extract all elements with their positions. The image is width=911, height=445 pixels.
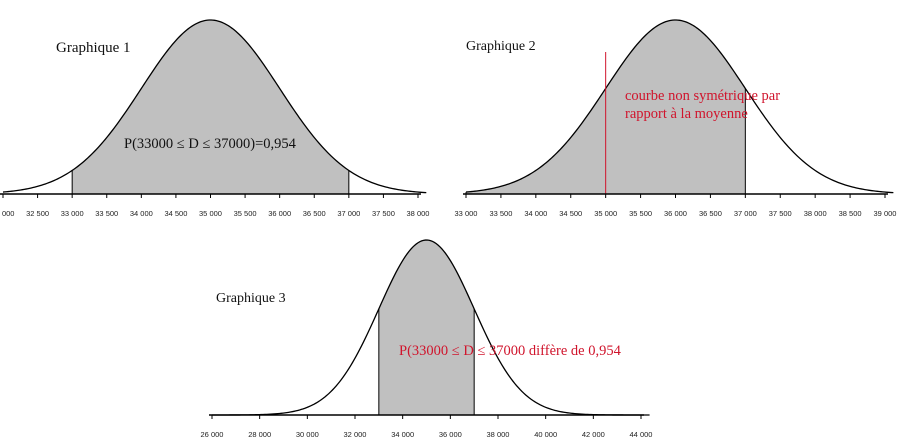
x-tick-label: 37 000 bbox=[337, 209, 360, 218]
x-tick-label: 37 500 bbox=[372, 209, 395, 218]
x-tick-label: 35 000 bbox=[594, 209, 617, 218]
chart-title: Graphique 1 bbox=[56, 40, 131, 56]
x-tick-label: 30 000 bbox=[296, 430, 319, 439]
x-tick-label: 38 000 bbox=[407, 209, 430, 218]
x-tick-label: 35 500 bbox=[629, 209, 652, 218]
x-axis-ticks: 26 000 28 000 30 000 32 000 34 000 36 000 38 0… bbox=[201, 415, 653, 439]
asymmetry-annotation-line-2: rapport à la moyenne bbox=[625, 106, 748, 122]
x-tick-label: 35 500 bbox=[234, 209, 257, 218]
x-tick-label: 39 000 bbox=[874, 209, 897, 218]
chart-title: Graphique 3 bbox=[216, 291, 286, 306]
x-tick-label: 34 000 bbox=[524, 209, 547, 218]
x-tick-label: 34 000 bbox=[130, 209, 153, 218]
x-tick-label: 34 500 bbox=[164, 209, 187, 218]
density-curve bbox=[2, 19, 427, 194]
chart-graphique-3: 26 000 28 000 30 000 32 000 34 000 36 000 38 0… bbox=[201, 239, 653, 439]
chart-title: Graphique 2 bbox=[466, 39, 536, 54]
x-tick-label: 36 000 bbox=[268, 209, 291, 218]
x-tick-label: 38 000 bbox=[804, 209, 827, 218]
x-tick-label: 34 000 bbox=[391, 430, 414, 439]
chart-graphique-1: 32 000 32 500 33 000 33 500 34 000 34 500 35 0… bbox=[0, 19, 429, 218]
x-tick-label: 36 000 bbox=[664, 209, 687, 218]
x-tick-label: 40 000 bbox=[534, 430, 557, 439]
x-tick-label: 37 000 bbox=[734, 209, 757, 218]
x-tick-label: 32 000 bbox=[344, 430, 367, 439]
probability-annotation: P(33000 ≤ D ≤ 37000)=0,954 bbox=[124, 136, 297, 152]
x-tick-label: 33 000 bbox=[455, 209, 478, 218]
x-tick-label: 42 000 bbox=[582, 430, 605, 439]
x-tick-label: 38 000 bbox=[487, 430, 510, 439]
x-tick-label: 35 000 bbox=[199, 209, 222, 218]
shaded-area bbox=[378, 240, 475, 415]
x-tick-label: 36 000 bbox=[439, 430, 462, 439]
x-tick-label: 36 500 bbox=[699, 209, 722, 218]
x-tick-label: 26 000 bbox=[201, 430, 224, 439]
x-axis-ticks: 32 000 32 500 33 000 33 500 34 000 34 500 35 0… bbox=[0, 194, 429, 218]
x-tick-label: 28 000 bbox=[248, 430, 271, 439]
density-curve bbox=[465, 19, 894, 194]
x-tick-label: 33 000 bbox=[61, 209, 84, 218]
shaded-area bbox=[72, 20, 349, 194]
x-tick-label: 33 500 bbox=[489, 209, 512, 218]
x-tick-label: 32 500 bbox=[26, 209, 49, 218]
x-tick-label: 37 500 bbox=[769, 209, 792, 218]
x-tick-label: 44 000 bbox=[630, 430, 653, 439]
x-tick-label: 34 500 bbox=[559, 209, 582, 218]
x-axis-ticks: 33 000 33 500 34 000 34 500 35 000 35 500 36 0… bbox=[455, 194, 897, 218]
asymmetry-annotation-line-1: courbe non symétrique par bbox=[625, 88, 780, 104]
x-tick-label: 32 000 bbox=[0, 209, 14, 218]
density-curve bbox=[212, 239, 650, 416]
chart-graphique-2: 33 000 33 500 34 000 34 500 35 000 35 500 36 0… bbox=[455, 19, 897, 218]
x-tick-label: 38 500 bbox=[839, 209, 862, 218]
x-tick-label: 33 500 bbox=[95, 209, 118, 218]
x-tick-label: 36 500 bbox=[303, 209, 326, 218]
probability-annotation: P(33000 ≤ D ≤ 37000 diffère de 0,954 bbox=[399, 343, 622, 359]
